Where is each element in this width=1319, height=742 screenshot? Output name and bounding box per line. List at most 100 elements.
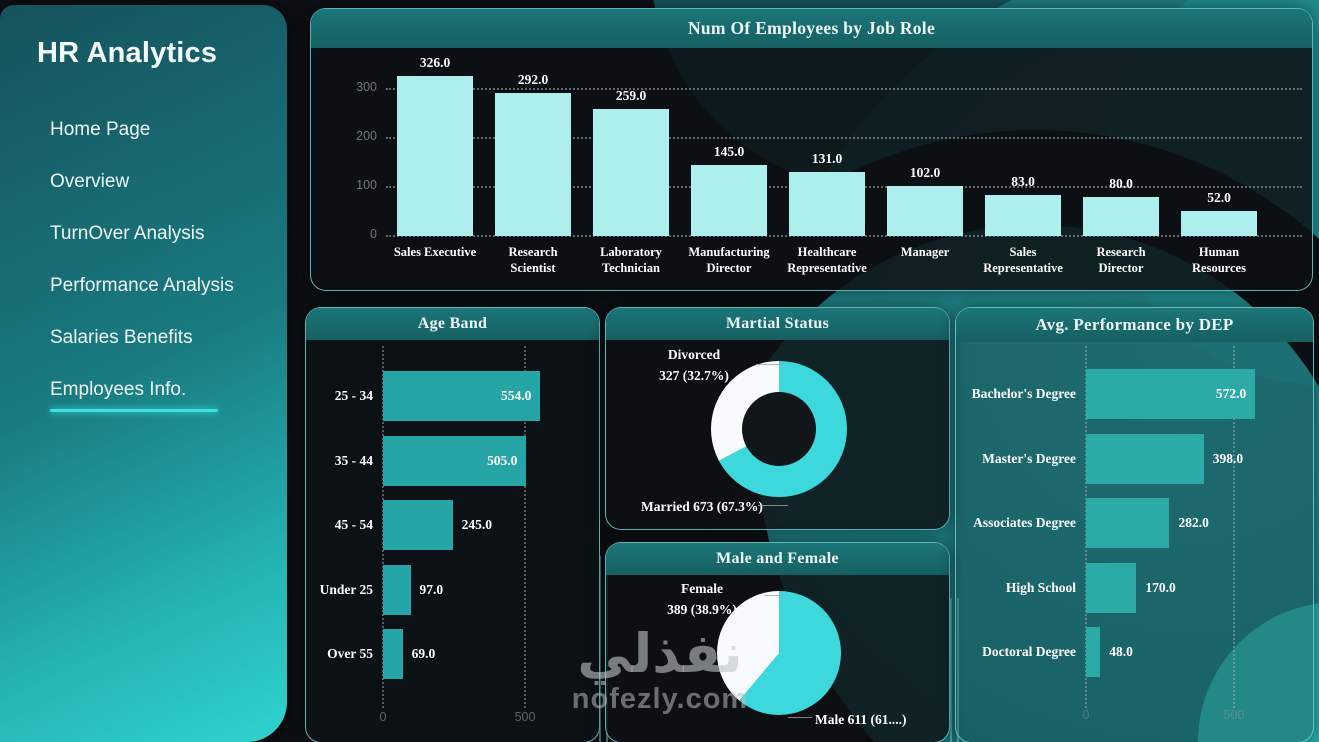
bar-value-label: 48.0 [1109,644,1133,660]
sidebar-item-employees-info[interactable]: Employees Info. [50,379,287,412]
bars-layer: Bachelor's Degree 572.0 Master's Degree 398… [956,362,1301,685]
gridline [386,88,1302,90]
bar-value-label: 170.0 [1145,579,1176,595]
bar-value-label: 259.0 [615,88,647,104]
bar-track: 572.0 [1086,369,1301,420]
bar-column: 102.0 [876,48,974,236]
bar-track: 245.0 [383,500,587,551]
card-job-role-title: Num Of Employees by Job Role [687,18,936,38]
card-avg-performance: Avg. Performance by DEP 0 500 Bachelor's D… [955,307,1314,742]
bar-value-label: 572.0 [1215,386,1247,402]
donut-label-married: Married 673 (67.3%) [641,499,763,514]
donut-label-divorced-name: Divorced [667,347,721,362]
bar-column: 52.0 [1170,48,1268,236]
bar-35-44[interactable] [383,435,527,486]
sidebar-item-overview[interactable]: Overview [50,171,287,193]
card-male-female: Male and Female Female 389 (38.9%) Male … [605,542,950,742]
bar-track: 97.0 [383,564,587,615]
card-marital-status-header: Martial Status [606,308,949,340]
bar-value-label: 398.0 [1212,450,1244,466]
x-axis-category-label: Sales Executive [393,245,477,259]
bar-row: Over 55 69.0 [306,622,587,687]
divider-line [957,598,959,742]
category-label: Over 55 [327,646,373,662]
x-axis-category-label: Research Scientist [508,245,558,276]
bar-row: Bachelor's Degree 572.0 [956,362,1301,427]
bar-high-school[interactable] [1086,562,1137,613]
bar-value-label: 326.0 [419,55,451,71]
x-axis-category-label: Healthcare Representative [787,245,867,276]
bar-column: 80.0 [1072,48,1170,236]
y-axis-tick-label: 0 [370,227,377,241]
divider-line [599,556,601,742]
bar-45-54[interactable] [383,500,453,551]
x-axis-tick-label: 0 [379,710,387,724]
card-age-band-header: Age Band [306,308,599,340]
bar-track: 170.0 [1086,562,1301,613]
donut-hole [742,392,816,466]
category-label: 25 - 34 [334,388,373,404]
male-female-chart: Female 389 (38.9%) Male 611 (61....) [606,575,949,742]
bar-column: 326.0 [386,48,484,236]
bar-manager[interactable] [886,186,964,236]
bar-row: 35 - 44 505.0 [306,429,587,494]
bar-column: 259.0 [582,48,680,236]
bars-layer: 25 - 34 554.0 35 - 44 505.0 45 - 54 245.0 Unde… [306,364,587,687]
x-axis-tick-label: 500 [514,710,536,724]
bar-bachelor-s-degree[interactable] [1086,369,1256,420]
category-label: Master's Degree [982,450,1076,466]
bar-sales-representative[interactable] [984,195,1062,236]
sidebar-item-label: Home Page [50,119,151,140]
donut-label-divorced: Divorced 327 (32.7%) [634,345,754,387]
bar-healthcare-representative[interactable] [788,171,866,236]
bar-over-55[interactable] [383,629,403,680]
bar-track: 398.0 [1086,433,1301,484]
bar-research-director[interactable] [1082,196,1160,236]
bar-manufacturing-director[interactable] [690,164,768,236]
x-axis-category-label: Laboratory Technician [600,245,662,276]
sidebar-item-label: Overview [50,171,130,192]
card-marital-status-title: Martial Status [725,315,830,332]
bar-value-label: 80.0 [1109,175,1133,191]
bar-under-25[interactable] [383,564,411,615]
bar-row: Under 25 97.0 [306,558,587,623]
bar-column: 292.0 [484,48,582,236]
bar-row: Master's Degree 398.0 [956,427,1301,492]
bar-row: 45 - 54 245.0 [306,493,587,558]
leader-line [764,595,786,596]
gridline [524,346,526,708]
bar-research-scientist[interactable] [494,92,572,236]
marital-status-donut[interactable] [711,361,847,497]
sidebar-item-performance-analysis[interactable]: Performance Analysis [50,275,287,297]
bar-doctoral-degree[interactable] [1086,627,1101,678]
sidebar: HR Analytics Home Page Overview TurnOver A… [0,5,287,742]
sidebar-item-label: Performance Analysis [50,275,234,296]
bar-row: High School 170.0 [956,556,1301,621]
bar-master-s-degree[interactable] [1086,433,1204,484]
y-axis: 0 100 200 300 [337,48,381,241]
bar-25-34[interactable] [383,371,541,422]
x-axis-category-label: Research Director [1096,245,1146,276]
bar-human-resources[interactable] [1180,210,1258,236]
bar-column: 145.0 [680,48,778,236]
card-male-female-title: Male and Female [716,550,839,567]
bar-track: 48.0 [1086,627,1301,678]
bar-sales-executive[interactable] [396,76,474,236]
sidebar-item-home-page[interactable]: Home Page [50,119,287,141]
sidebar-item-label: TurnOver Analysis [50,223,205,244]
bar-laboratory-technician[interactable] [592,109,670,236]
bar-associates-degree[interactable] [1086,498,1170,549]
category-label: Under 25 [319,581,373,597]
app-title: HR Analytics [37,37,218,69]
divider-line [950,598,952,742]
category-label: Associates Degree [973,515,1076,531]
x-axis-category-label: Manager [900,245,950,259]
bar-value-label: 97.0 [419,581,444,597]
y-axis-tick-label: 300 [356,80,377,94]
sidebar-item-turnover-analysis[interactable]: TurnOver Analysis [50,223,287,245]
marital-status-chart: Divorced 327 (32.7%) Married 673 (67.3%) [606,340,949,529]
sidebar-item-salaries-benefits[interactable]: Salaries Benefits [50,327,287,349]
gender-pie[interactable] [717,591,841,715]
bar-track: 505.0 [383,435,587,486]
